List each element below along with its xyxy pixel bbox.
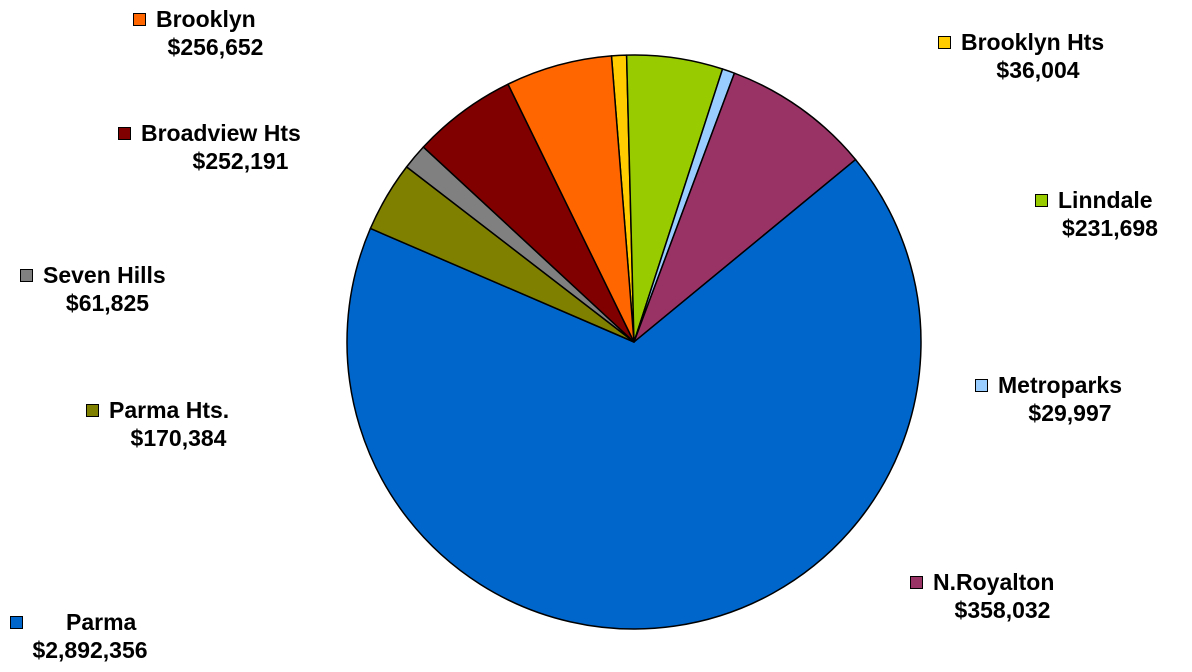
pie-slices xyxy=(346,54,922,630)
legend-swatch xyxy=(133,12,146,26)
label-brooklyn-hts: Brooklyn Hts $36,004 xyxy=(938,28,1138,84)
legend-row: Parma xyxy=(10,608,170,636)
legend-row: Metroparks xyxy=(975,371,1165,399)
legend-row: Brooklyn xyxy=(133,5,298,33)
legend-swatch xyxy=(20,268,33,282)
slice-value-label: $29,997 xyxy=(1028,400,1112,426)
legend-swatch xyxy=(10,615,23,629)
slice-value-label: $170,384 xyxy=(130,425,227,451)
label-linndale: Linndale $231,698 xyxy=(1035,186,1185,242)
slice-n-royalton xyxy=(633,72,857,343)
slice-name-label: N.Royalton xyxy=(933,569,1055,595)
legend-swatch xyxy=(118,126,131,140)
legend-swatch xyxy=(86,403,99,417)
slice-name-label: Parma Hts. xyxy=(109,397,230,423)
legend-swatch xyxy=(975,378,988,392)
label-brooklyn: Brooklyn $256,652 xyxy=(133,5,298,61)
legend-swatch xyxy=(1035,193,1048,207)
slice-name-label: Brooklyn xyxy=(156,6,256,32)
slice-name-label: Metroparks xyxy=(998,372,1122,398)
slice-name-label: Brooklyn Hts xyxy=(961,29,1105,55)
label-broadview-hts: Broadview Hts $252,191 xyxy=(118,119,363,175)
slice-name-label: Seven Hills xyxy=(43,262,166,288)
slice-name-label: Linndale xyxy=(1058,187,1153,213)
slice-name-label: Broadview Hts xyxy=(141,120,301,146)
slice-name-label: Parma xyxy=(66,609,137,635)
slice-value-label: $231,698 xyxy=(1062,215,1158,241)
slice-value-label: $358,032 xyxy=(954,597,1051,623)
slice-parma xyxy=(346,158,922,630)
legend-row: Parma Hts. xyxy=(86,396,271,424)
slice-value-label: $36,004 xyxy=(996,57,1080,83)
label-seven-hills: Seven Hills $61,825 xyxy=(20,261,195,317)
legend-row: N.Royalton xyxy=(910,568,1095,596)
slice-brooklyn xyxy=(507,55,635,343)
slice-value-label: $61,825 xyxy=(65,290,150,316)
legend-row: Broadview Hts xyxy=(118,119,363,147)
legend-swatch xyxy=(938,35,951,49)
slice-value-label: $252,191 xyxy=(192,148,289,174)
slice-value-label: $2,892,356 xyxy=(32,637,148,663)
legend-swatch xyxy=(910,575,923,589)
legend-row: Linndale xyxy=(1035,186,1185,214)
label-metroparks: Metroparks $29,997 xyxy=(975,371,1165,427)
slice-value-label: $256,652 xyxy=(167,34,264,60)
label-parma-hts: Parma Hts. $170,384 xyxy=(86,396,271,452)
legend-row: Seven Hills xyxy=(20,261,195,289)
legend-row: Brooklyn Hts xyxy=(938,28,1138,56)
label-parma: Parma $2,892,356 xyxy=(10,608,170,664)
label-n-royalton: N.Royalton $358,032 xyxy=(910,568,1095,624)
